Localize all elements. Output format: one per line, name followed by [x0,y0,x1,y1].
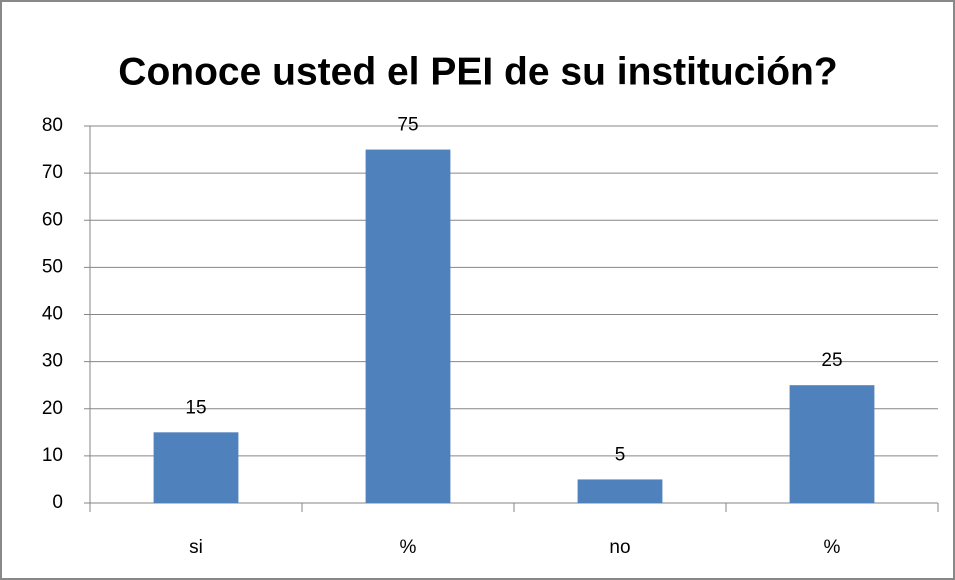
bar [365,149,451,503]
y-tick-label: 70 [42,162,63,183]
x-tick-label: si [189,537,203,558]
chart-title: Conoce usted el PEI de su institución? [118,50,837,93]
y-tick-label: 40 [42,304,63,325]
x-tick-label: no [609,537,630,558]
data-label: 5 [615,444,626,465]
data-label: 75 [397,115,418,136]
y-tick-label: 0 [52,492,63,513]
bar [789,385,875,503]
y-tick-label: 50 [42,256,63,277]
x-tick-label: % [824,537,841,558]
y-tick-label: 60 [42,209,63,230]
y-tick-label: 10 [42,445,63,466]
y-tick-label: 80 [42,115,63,136]
y-tick-label: 20 [42,398,63,419]
bar [153,432,239,503]
y-tick-label: 30 [42,351,63,372]
data-label: 15 [185,397,206,418]
x-tick-label: % [400,537,417,558]
data-label: 25 [821,350,842,371]
bar [577,479,663,503]
